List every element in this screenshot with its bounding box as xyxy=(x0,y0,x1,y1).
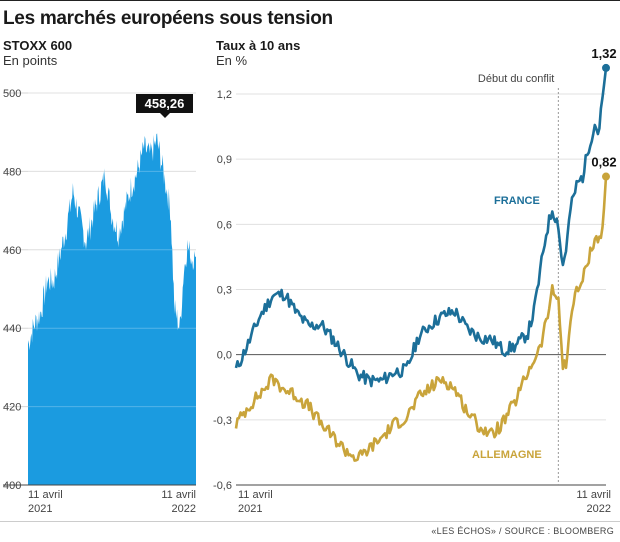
stoxx-x-tick-label: 2021 xyxy=(28,503,52,515)
allemagne-end-value-label: 0,82 xyxy=(591,155,616,170)
allemagne-series-label: ALLEMAGNE xyxy=(472,449,542,461)
stoxx-y-tick-label: 440 xyxy=(3,323,21,335)
france-end-value-label: 1,32 xyxy=(591,46,616,61)
stoxx-last-value-pointer xyxy=(160,113,170,118)
france-line xyxy=(234,67,608,388)
france-series-label: FRANCE xyxy=(494,195,540,207)
rates-y-tick-label: 1,2 xyxy=(217,89,232,101)
france-end-dot xyxy=(602,63,610,72)
rates-y-tick-label: -0,6 xyxy=(213,480,232,492)
rates-panel-unit: En % xyxy=(216,53,248,68)
top-rule xyxy=(0,0,620,1)
rates-x-tick-label: 11 avril xyxy=(576,489,611,501)
conflict-annotation-label: Début du conflit xyxy=(478,73,554,85)
page-title: Les marchés européens sous tension xyxy=(3,8,333,29)
rates-y-tick-label: -0,3 xyxy=(213,415,232,427)
rates-x-tick-label: 11 avril xyxy=(238,489,273,501)
stoxx-y-tick-label: 400 xyxy=(3,480,21,492)
rates-x-tick-label: 2021 xyxy=(238,503,262,515)
stoxx-x-tick-label: 11 avril xyxy=(28,489,63,501)
charts-canvas: 400 420 440 460 480 500 458,26 11 avril 2021 11 a… xyxy=(3,46,617,515)
stoxx-x-tick-label: 2022 xyxy=(172,503,196,515)
stoxx-last-value-box xyxy=(136,94,193,113)
rates-x-tick-label: 2022 xyxy=(587,503,611,515)
stoxx-panel-title: STOXX 600 xyxy=(3,38,73,53)
stoxx-y-tick-label: 480 xyxy=(3,166,21,178)
stoxx-x-tick-label: 11 avril xyxy=(161,489,196,501)
stoxx-last-value-label: 458,26 xyxy=(145,96,185,111)
stoxx-area xyxy=(28,133,196,485)
stoxx-y-tick-label: 500 xyxy=(3,88,21,100)
stoxx-y-tick-label: 420 xyxy=(3,402,21,414)
allemagne-end-dot xyxy=(602,172,610,181)
allemagne-line xyxy=(234,176,608,462)
stoxx-panel-unit: En points xyxy=(3,53,58,68)
source-credit: «LES ÉCHOS» / SOURCE : BLOOMBERG xyxy=(431,526,614,536)
bottom-rule xyxy=(0,521,620,522)
rates-y-tick-label: 0,6 xyxy=(217,219,232,231)
rates-panel-title: Taux à 10 ans xyxy=(216,38,301,53)
rates-y-tick-label: 0,0 xyxy=(217,350,232,362)
rates-y-tick-label: 0,9 xyxy=(217,154,232,166)
rates-y-tick-label: 0,3 xyxy=(217,285,232,297)
stoxx-y-tick-label: 460 xyxy=(3,245,21,257)
